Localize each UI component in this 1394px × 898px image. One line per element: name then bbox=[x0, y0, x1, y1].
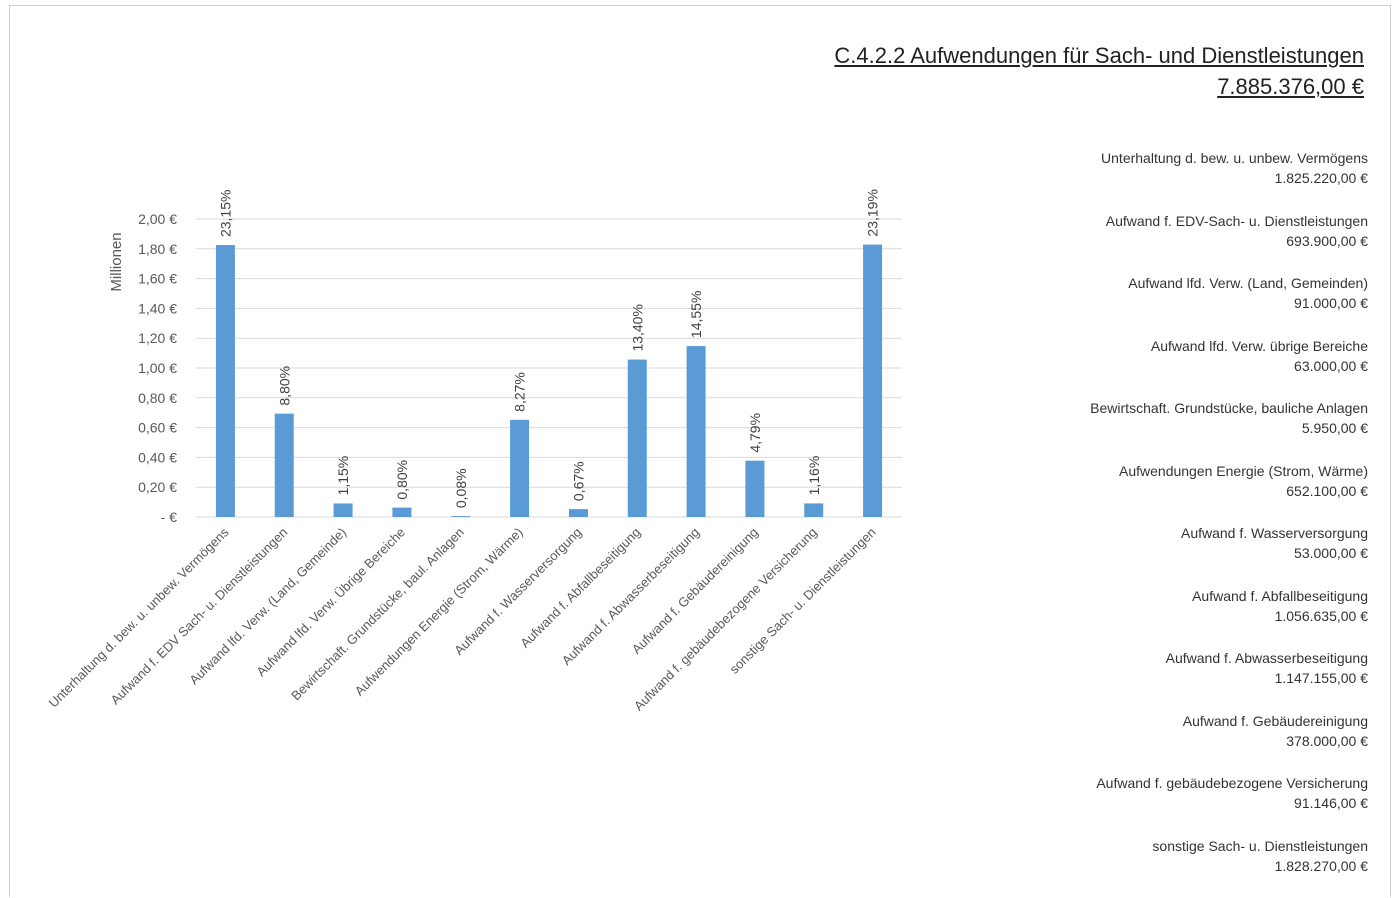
y-tick-label: - € bbox=[161, 509, 178, 525]
bar bbox=[863, 245, 882, 517]
data-label: 4,79% bbox=[747, 413, 763, 453]
bar bbox=[451, 516, 470, 517]
bar bbox=[628, 360, 647, 517]
bar bbox=[334, 503, 353, 517]
data-label: 1,15% bbox=[335, 456, 351, 496]
y-tick-label: 0,60 € bbox=[138, 420, 177, 436]
x-tick-label: Aufwand f. Wasserversorgung bbox=[451, 525, 584, 658]
bar bbox=[569, 509, 588, 517]
data-label: 8,80% bbox=[276, 366, 292, 406]
data-label: 23,19% bbox=[865, 189, 881, 236]
bar bbox=[392, 508, 411, 517]
y-axis-label: Millionen bbox=[108, 232, 125, 291]
y-tick-label: 1,60 € bbox=[138, 271, 177, 287]
y-tick-label: 0,20 € bbox=[138, 479, 177, 495]
data-label: 13,40% bbox=[629, 304, 645, 351]
data-label: 1,16% bbox=[806, 456, 822, 496]
y-tick-label: 1,40 € bbox=[138, 300, 177, 316]
bar bbox=[745, 461, 764, 517]
x-tick-label: Aufwand f. Abfallbeseitigung bbox=[517, 525, 643, 651]
data-label: 0,08% bbox=[453, 468, 469, 508]
data-label: 0,80% bbox=[394, 460, 410, 500]
x-tick-label: Aufwand f. Gebäudereinigung bbox=[629, 525, 761, 657]
bar bbox=[510, 420, 529, 517]
data-label: 8,27% bbox=[512, 372, 528, 412]
y-tick-label: 1,20 € bbox=[138, 330, 177, 346]
data-label: 14,55% bbox=[688, 291, 704, 338]
data-label: 23,15% bbox=[217, 190, 233, 237]
y-tick-label: 1,00 € bbox=[138, 360, 177, 376]
bar bbox=[216, 245, 235, 517]
data-label: 0,67% bbox=[570, 461, 586, 501]
bar bbox=[275, 414, 294, 517]
y-tick-label: 0,40 € bbox=[138, 449, 177, 465]
y-tick-label: 0,80 € bbox=[138, 390, 177, 406]
y-tick-label: 1,80 € bbox=[138, 241, 177, 257]
y-tick-label: 2,00 € bbox=[138, 211, 177, 227]
bar bbox=[687, 346, 706, 517]
bar bbox=[804, 503, 823, 517]
